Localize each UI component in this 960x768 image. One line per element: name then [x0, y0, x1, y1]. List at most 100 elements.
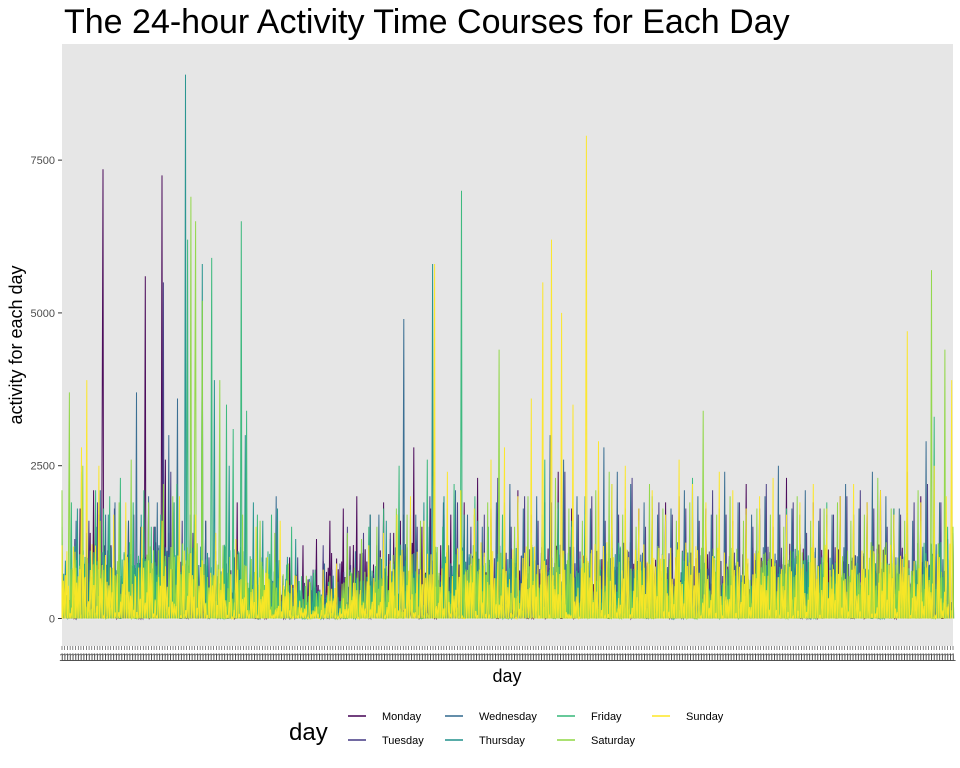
x-tick-label: 1: [823, 652, 829, 664]
x-tick-label: 1: [598, 652, 604, 664]
x-tick-label: 1: [484, 652, 490, 664]
legend-item-wednesday: Wednesday: [445, 711, 537, 723]
x-tick-label: 1: [246, 652, 252, 664]
x-axis-title: day: [492, 666, 521, 686]
x-tick-label: 1: [663, 652, 669, 664]
x-tick-label: 1: [184, 652, 190, 664]
x-tick-label: 1: [847, 652, 853, 664]
x-tick-label: 1: [758, 652, 764, 664]
x-tick-label: 1: [267, 652, 273, 664]
x-tick-label: 1: [880, 652, 886, 664]
x-tick-label: 1: [67, 652, 73, 664]
y-axis-title: activity for each day: [6, 265, 26, 424]
x-tick-label: 1: [817, 652, 823, 664]
x-tick-label: 1: [162, 652, 168, 664]
legend-label: Sunday: [686, 711, 724, 723]
x-tick-label: 1: [121, 652, 127, 664]
x-tick-label: 1: [863, 652, 869, 664]
x-tick-label: 1: [544, 652, 550, 664]
x-tick-label: 1: [671, 652, 677, 664]
x-tick-label: 1: [628, 652, 634, 664]
x-tick-label: 1: [882, 652, 888, 664]
x-tick-label: 1: [240, 652, 246, 664]
x-tick-label: 1: [308, 652, 314, 664]
x-tick-label: 1: [186, 652, 192, 664]
x-tick-label: 1: [227, 652, 233, 664]
x-tick-label: 1: [192, 652, 198, 664]
x-tick-label: 1: [289, 652, 295, 664]
x-tick-label: 1: [576, 652, 582, 664]
x-tick-label: 1: [649, 652, 655, 664]
x-tick-label: 1: [97, 652, 103, 664]
x-tick-label: 1: [414, 652, 420, 664]
x-tick-label: 1: [316, 652, 322, 664]
x-tick-label: 1: [376, 652, 382, 664]
x-tick-label: 1: [525, 652, 531, 664]
x-tick-label: 1: [771, 652, 777, 664]
x-tick-label: 1: [384, 652, 390, 664]
x-tick-label: 1: [728, 652, 734, 664]
x-tick-label: 1: [425, 652, 431, 664]
x-tick-label: 1: [86, 652, 92, 664]
x-tick-label: 1: [920, 652, 926, 664]
x-tick-label: 1: [140, 652, 146, 664]
x-tick-label: 1: [533, 652, 539, 664]
x-tick-label: 1: [779, 652, 785, 664]
x-axis: 1111111111111111111111111111111111111111…: [59, 646, 956, 664]
x-tick-label: 1: [787, 652, 793, 664]
x-tick-label: 1: [731, 652, 737, 664]
x-tick-label: 1: [601, 652, 607, 664]
x-tick-label: 1: [495, 652, 501, 664]
x-tick-label: 1: [820, 652, 826, 664]
x-tick-label: 1: [546, 652, 552, 664]
x-tick-label: 1: [300, 652, 306, 664]
x-tick-label: 1: [422, 652, 428, 664]
x-tick-label: 1: [582, 652, 588, 664]
x-tick-label: 1: [620, 652, 626, 664]
x-tick-label: 1: [614, 652, 620, 664]
x-tick-label: 1: [292, 652, 298, 664]
x-tick-label: 1: [438, 652, 444, 664]
x-tick-label: 1: [305, 652, 311, 664]
x-tick-label: 1: [351, 652, 357, 664]
x-tick-label: 1: [706, 652, 712, 664]
x-tick-label: 1: [397, 652, 403, 664]
x-tick-label: 1: [666, 652, 672, 664]
x-tick-label: 1: [416, 652, 422, 664]
x-tick-label: 1: [503, 652, 509, 664]
x-tick-label: 1: [411, 652, 417, 664]
x-tick-label: 1: [167, 652, 173, 664]
x-tick-label: 1: [907, 652, 913, 664]
x-tick-label: 1: [777, 652, 783, 664]
x-tick-label: 1: [202, 652, 208, 664]
x-tick-label: 1: [923, 652, 929, 664]
x-tick-label: 1: [798, 652, 804, 664]
x-tick-label: 1: [890, 652, 896, 664]
x-tick-label: 1: [703, 652, 709, 664]
x-tick-label: 1: [760, 652, 766, 664]
x-tick-label: 1: [322, 652, 328, 664]
x-tick-label: 1: [898, 652, 904, 664]
x-tick-label: 1: [560, 652, 566, 664]
x-tick-label: 1: [119, 652, 125, 664]
x-tick-label: 1: [200, 652, 206, 664]
x-tick-label: 1: [942, 652, 948, 664]
x-tick-label: 1: [362, 652, 368, 664]
x-tick-label: 1: [408, 652, 414, 664]
x-tick-label: 1: [741, 652, 747, 664]
x-tick-label: 1: [833, 652, 839, 664]
x-tick-label: 1: [690, 652, 696, 664]
x-tick-label: 1: [858, 652, 864, 664]
x-tick-label: 1: [462, 652, 468, 664]
x-tick-label: 1: [782, 652, 788, 664]
x-tick-label: 1: [444, 652, 450, 664]
x-tick-label: 1: [156, 652, 162, 664]
x-tick-label: 1: [124, 652, 130, 664]
x-tick-label: 1: [852, 652, 858, 664]
x-tick-label: 1: [806, 652, 812, 664]
x-tick-label: 1: [885, 652, 891, 664]
x-tick-label: 1: [652, 652, 658, 664]
x-tick-label: 1: [774, 652, 780, 664]
x-tick-label: 1: [709, 652, 715, 664]
x-tick-label: 1: [64, 652, 70, 664]
